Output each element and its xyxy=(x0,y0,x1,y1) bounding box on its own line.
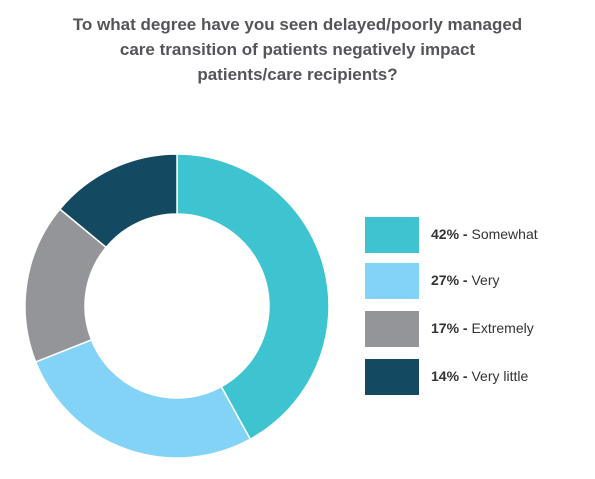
legend-label-somewhat: 42% - Somewhat xyxy=(431,226,538,242)
donut-slice-very-little xyxy=(58,153,178,249)
legend-label-very-little: 14% - Very little xyxy=(431,368,529,384)
chart-title-line-3: patients/care recipients? xyxy=(197,65,398,84)
legend-value-very: 27% xyxy=(431,272,460,288)
legend-item-somewhat: 42% - Somewhat xyxy=(365,217,585,253)
donut-slice-somewhat xyxy=(176,153,330,441)
legend-swatch-very xyxy=(365,263,419,299)
legend-swatch-very-little xyxy=(365,359,419,395)
donut-chart xyxy=(24,153,330,459)
legend-swatch-somewhat xyxy=(365,217,419,253)
donut-slice-very xyxy=(34,338,252,459)
legend-value-somewhat: 42% xyxy=(431,226,460,242)
legend-category-very-little: Very little xyxy=(471,368,529,384)
legend-item-very-little: 14% - Very little xyxy=(365,359,585,395)
legend-value-very-little: 14% xyxy=(431,368,460,384)
chart-title-line-1: To what degree have you seen delayed/poo… xyxy=(72,15,523,34)
chart-title-line-2: care transition of patients negatively i… xyxy=(119,40,476,59)
legend-item-extremely: 17% - Extremely xyxy=(365,311,585,347)
legend-category-extremely: Extremely xyxy=(471,320,534,336)
chart-title: To what degree have you seen delayed/poo… xyxy=(0,12,595,87)
legend-category-very: Very xyxy=(471,272,500,288)
legend-swatch-extremely xyxy=(365,311,419,347)
legend-value-extremely: 17% xyxy=(431,320,460,336)
legend-label-extremely: 17% - Extremely xyxy=(431,320,534,336)
legend-category-somewhat: Somewhat xyxy=(471,226,538,242)
legend-item-very: 27% - Very xyxy=(365,263,585,299)
legend-label-very: 27% - Very xyxy=(431,272,500,288)
